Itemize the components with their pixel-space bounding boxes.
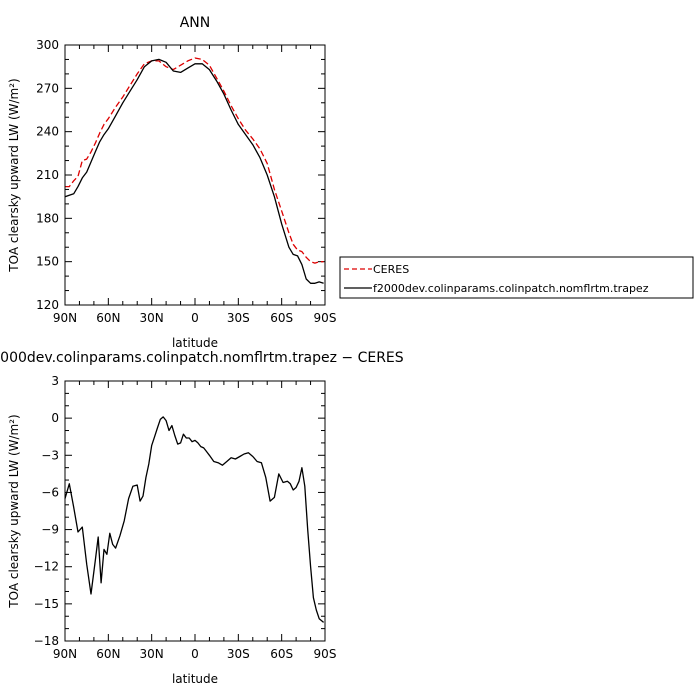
x-tick-label: 30N [140, 311, 164, 325]
legend-label-ceres: CERES [373, 263, 409, 276]
panel-top-series [64, 57, 324, 284]
legend: CERES f2000dev.colinparams.colinpatch.no… [339, 256, 694, 299]
panel-bottom-xlabel: latitude [172, 672, 218, 686]
x-tick-label: 0 [191, 311, 199, 325]
y-tick-label: −9 [41, 523, 59, 537]
y-tick-label: 0 [51, 411, 59, 425]
y-tick-label: 270 [36, 81, 59, 95]
panel-bottom-frame [64, 380, 326, 642]
x-tick-label: 90S [314, 311, 337, 325]
y-tick-label: 180 [36, 211, 59, 225]
x-tick-label: 30N [140, 647, 164, 661]
x-tick-label: 0 [191, 647, 199, 661]
x-tick-label: 90N [53, 647, 77, 661]
y-tick-label: 240 [36, 125, 59, 139]
panel-top: ANN latitude TOA clearsky upward LW (W/m… [7, 15, 336, 350]
panel-bottom-ticks: 90N 60N 30N 0 30S 60S 90S −18 −15 −12 −9 −6 −3 0 3 [34, 374, 337, 661]
x-tick-label: 90S [314, 647, 337, 661]
panel-bottom: f2000dev.colinparams.colinpatch.nomflrtm… [0, 350, 404, 686]
x-tick-label: 60N [96, 311, 120, 325]
y-tick-label: −15 [34, 597, 59, 611]
panel-top-title: ANN [180, 15, 211, 31]
panel-bottom-series [64, 416, 325, 623]
y-tick-label: −6 [41, 485, 59, 499]
y-tick-label: −18 [34, 634, 59, 648]
y-tick-label: −12 [34, 560, 59, 574]
y-tick-label: 210 [36, 168, 59, 182]
y-tick-label: 120 [36, 298, 59, 312]
x-tick-label: 60S [270, 311, 293, 325]
panel-bottom-title: f2000dev.colinparams.colinpatch.nomflrtm… [0, 350, 404, 366]
x-tick-label: 60N [96, 647, 120, 661]
series-line-top-1 [64, 58, 324, 284]
legend-label-model: f2000dev.colinparams.colinpatch.nomflrtm… [373, 282, 649, 295]
x-tick-label: 30S [227, 311, 250, 325]
panel-bottom-ylabel: TOA clearsky upward LW (W/m²) [7, 414, 21, 608]
x-tick-label: 90N [53, 311, 77, 325]
panel-top-xlabel: latitude [172, 336, 218, 350]
x-tick-label: 30S [227, 647, 250, 661]
y-tick-label: −3 [41, 448, 59, 462]
y-tick-label: 300 [36, 38, 59, 52]
y-tick-label: 3 [51, 374, 59, 388]
panel-top-ylabel: TOA clearsky upward LW (W/m²) [7, 78, 21, 272]
panel-top-frame [64, 44, 326, 306]
legend-box [339, 256, 694, 299]
series-line-top-0 [65, 57, 324, 264]
panel-top-ticks: 90N 60N 30N 0 30S 60S 90S 120 150 180 210 240 270 300 [36, 38, 336, 325]
series-line-bottom-0 [64, 416, 325, 623]
x-tick-label: 60S [270, 647, 293, 661]
y-tick-label: 150 [36, 255, 59, 269]
